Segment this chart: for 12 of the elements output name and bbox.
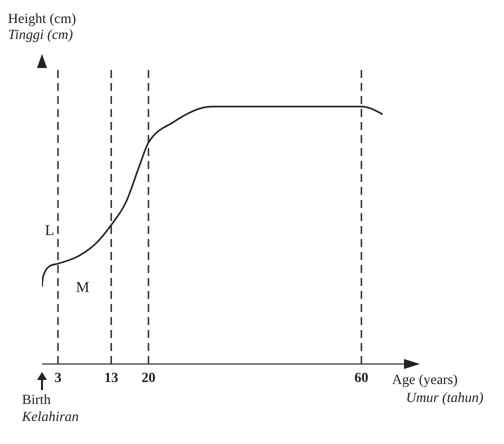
text: Height (cm): [8, 12, 76, 28]
text: Tinggi (cm): [8, 28, 74, 44]
annotation: L: [45, 223, 54, 240]
x-tick-label: 20: [141, 370, 156, 386]
text: Umur (tahun): [406, 390, 484, 408]
x-tick-label: 60: [354, 370, 368, 386]
annotation: M: [76, 280, 90, 297]
text: Birth: [22, 392, 52, 409]
x-axis-title: Age (years): [392, 372, 459, 390]
x-tick-label: 13: [104, 370, 118, 386]
text: Kelahiran: [22, 409, 79, 426]
x-tick-label: 3: [54, 370, 62, 386]
